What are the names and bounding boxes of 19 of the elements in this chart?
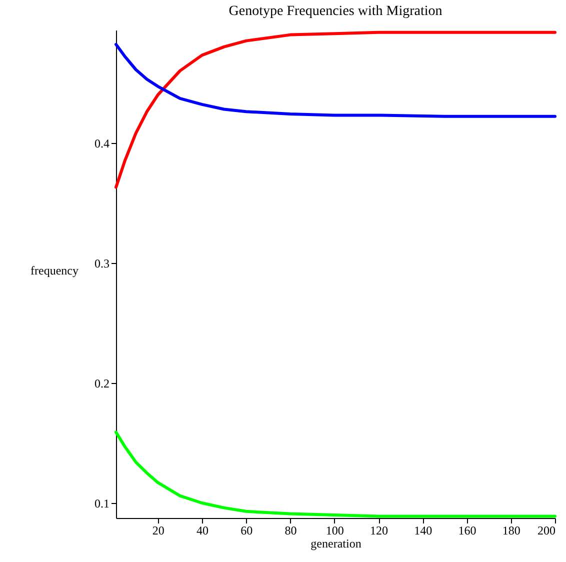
y-axis-title: frequency — [30, 264, 78, 278]
y-tick-label: 0.1 — [94, 496, 110, 510]
line-series — [114, 30, 556, 189]
x-tick-label: 140 — [414, 524, 432, 538]
y-tick-label: 0.4 — [94, 136, 110, 150]
x-tick-label: 180 — [502, 524, 520, 538]
line-series — [114, 42, 556, 118]
x-axis-title: generation — [310, 536, 362, 550]
y-tick-label: 0.2 — [94, 376, 110, 390]
x-tick-label: 160 — [458, 524, 476, 538]
y-tick-label: 0.3 — [94, 256, 110, 270]
x-tick-label: 120 — [370, 524, 388, 538]
x-tick-label: 100 — [326, 524, 344, 538]
x-tick-label: 200 — [538, 524, 556, 538]
x-tick-label: 80 — [284, 524, 297, 538]
x-tick-label: 60 — [240, 524, 253, 538]
x-tick-label: 40 — [196, 524, 209, 538]
x-tick-label: 20 — [152, 524, 164, 538]
chart-title: Genotype Frequencies with Migration — [228, 4, 442, 19]
